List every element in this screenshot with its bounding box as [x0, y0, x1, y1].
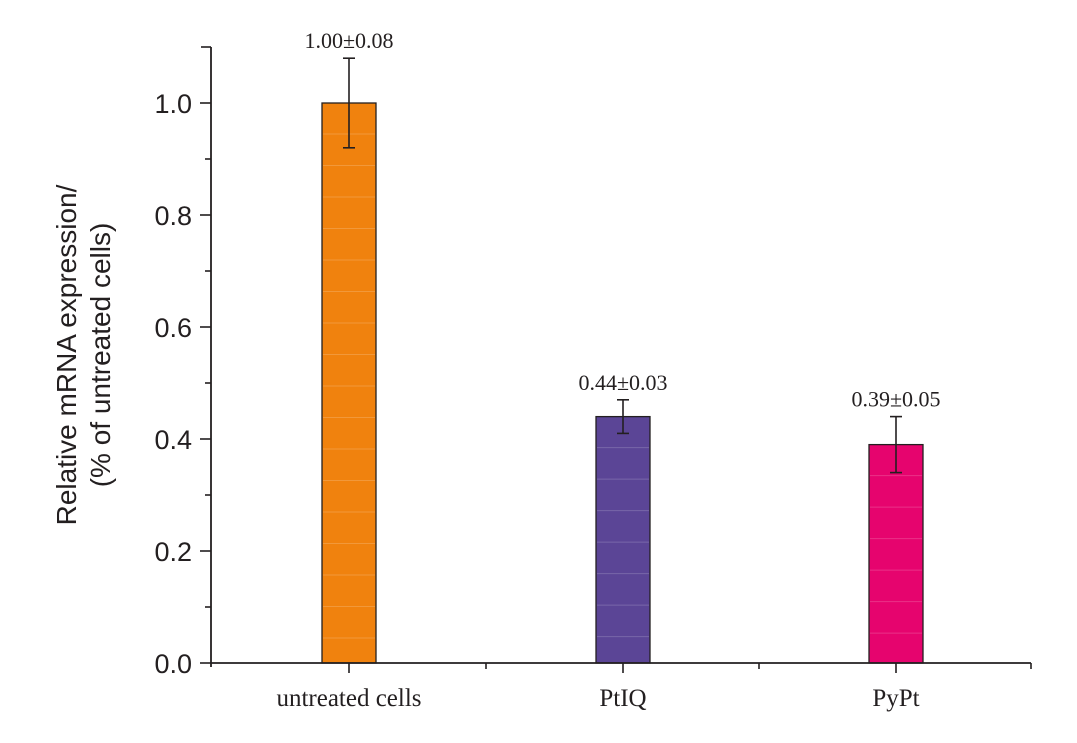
data-label-2: 0.39±0.05	[851, 387, 940, 412]
y-tick-label-0: 0.0	[154, 649, 192, 679]
y-tick-label-5: 1.0	[154, 89, 192, 119]
x-tick-label-0: untreated cells	[276, 685, 421, 712]
y-tick-label-2: 0.4	[154, 425, 192, 455]
y-tick-label-3: 0.6	[154, 313, 192, 343]
bar-1	[595, 415, 651, 664]
y-axis-title-line2: (% of untreated cells)	[85, 223, 116, 488]
bar-0	[321, 102, 377, 664]
y-axis-title-line1: Relative mRNA expression/	[51, 184, 82, 525]
y-tick-label-1: 0.2	[154, 537, 192, 567]
y-tick-label-4: 0.8	[154, 201, 192, 231]
data-label-0: 1.00±0.08	[304, 28, 393, 53]
bar-2	[868, 443, 924, 664]
x-tick-label-2: PyPt	[872, 685, 919, 712]
x-tick-label-1: PtIQ	[599, 685, 646, 712]
data-label-1: 0.44±0.03	[578, 370, 667, 395]
